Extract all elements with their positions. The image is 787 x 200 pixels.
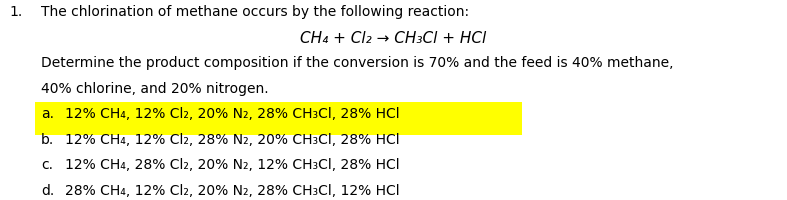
Text: 1.: 1. [9,5,23,19]
Text: The chlorination of methane occurs by the following reaction:: The chlorination of methane occurs by th… [41,5,469,19]
Text: Determine the product composition if the conversion is 70% and the feed is 40% m: Determine the product composition if the… [41,56,674,70]
Text: b.: b. [41,132,54,146]
Text: a.: a. [41,107,54,121]
Text: 28% CH₄, 12% Cl₂, 20% N₂, 28% CH₃Cl, 12% HCl: 28% CH₄, 12% Cl₂, 20% N₂, 28% CH₃Cl, 12%… [65,183,399,197]
Text: 12% CH₄, 12% Cl₂, 28% N₂, 20% CH₃Cl, 28% HCl: 12% CH₄, 12% Cl₂, 28% N₂, 20% CH₃Cl, 28%… [65,132,399,146]
Text: d.: d. [41,183,54,197]
Text: CH₄ + Cl₂ → CH₃Cl + HCl: CH₄ + Cl₂ → CH₃Cl + HCl [301,30,486,45]
Text: 12% CH₄, 12% Cl₂, 20% N₂, 28% CH₃Cl, 28% HCl: 12% CH₄, 12% Cl₂, 20% N₂, 28% CH₃Cl, 28%… [65,107,399,121]
Text: 12% CH₄, 28% Cl₂, 20% N₂, 12% CH₃Cl, 28% HCl: 12% CH₄, 28% Cl₂, 20% N₂, 12% CH₃Cl, 28%… [65,157,399,171]
Text: c.: c. [41,157,53,171]
Text: 40% chlorine, and 20% nitrogen.: 40% chlorine, and 20% nitrogen. [41,81,268,95]
FancyBboxPatch shape [35,103,522,136]
